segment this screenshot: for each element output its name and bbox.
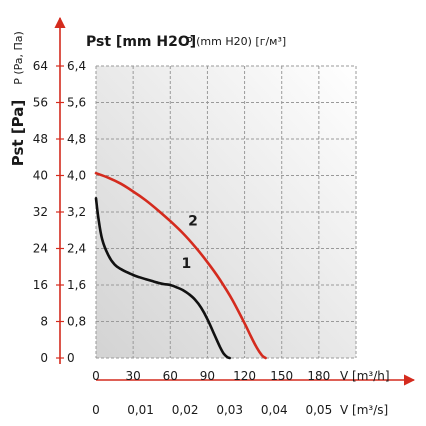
outer-y-tick-label: 8 xyxy=(40,315,48,329)
x-primary-tick-label: 30 xyxy=(126,369,141,383)
inner-y-tick-label: 6,4 xyxy=(67,59,86,73)
series-1-line xyxy=(94,197,231,360)
inner-y-tick-label: 0 xyxy=(67,351,75,365)
series-group: 12 xyxy=(94,171,267,360)
outer-y-axis-label: Pst [Pa] xyxy=(9,100,27,166)
x-secondary-tick-label: 0,02 xyxy=(172,403,199,417)
inner-y-tick-label: 1,6 xyxy=(67,278,86,292)
outer-y-tick-label: 64 xyxy=(33,59,48,73)
inner-y-tick-label: 2,4 xyxy=(67,242,86,256)
series-2-label: 2 xyxy=(188,214,198,230)
outer-y-tick-label: 0 xyxy=(40,351,48,365)
series-1-label: 1 xyxy=(181,256,191,272)
x-secondary-tick-label: 0,03 xyxy=(216,403,243,417)
outer-y-tick-label: 48 xyxy=(33,132,48,146)
series-2-line xyxy=(94,171,267,360)
inner-y-axis-label: Pst [mm H2O] xyxy=(86,34,196,50)
x-secondary-ticks: 0 0,01 0,02 0,03 0,04 0,05 xyxy=(92,403,332,417)
x-primary-tick-label: 0 xyxy=(92,369,100,383)
x-secondary-tick-label: 0,04 xyxy=(261,403,288,417)
outer-y-ticks: 0 8 16 24 32 40 48 56 64 xyxy=(33,59,64,365)
x-secondary-tick-label: 0 xyxy=(92,403,100,417)
inner-y-ticks: 0 0,8 1,6 2,4 3,2 4,0 4,8 5,6 6,4 xyxy=(67,59,86,365)
grid xyxy=(95,65,357,359)
inner-y-tick-label: 0,8 xyxy=(67,315,86,329)
outer-y-tick-label: 16 xyxy=(33,278,48,292)
x-secondary-axis-label: V [m³/s] xyxy=(340,403,388,417)
x-primary-ticks: 0 30 60 90 120 150 180 xyxy=(92,369,330,383)
outer-y-tick-label: 32 xyxy=(33,205,48,219)
x-secondary-tick-label: 0,01 xyxy=(127,403,154,417)
outer-y-tick-label: 40 xyxy=(33,169,48,183)
outer-y-tick-label: 24 xyxy=(33,242,48,256)
top-secondary-axis-label: P (mm H20) [г/м³] xyxy=(186,35,286,48)
x-primary-tick-label: 120 xyxy=(233,369,256,383)
outer-y-tick-label: 56 xyxy=(33,96,48,110)
x-primary-tick-label: 60 xyxy=(163,369,178,383)
inner-y-tick-label: 3,2 xyxy=(67,205,86,219)
x-primary-axis-label: V [m³/h] xyxy=(340,369,390,383)
x-primary-tick-label: 180 xyxy=(307,369,330,383)
x-secondary-tick-label: 0,05 xyxy=(305,403,332,417)
x-primary-tick-label: 90 xyxy=(200,369,215,383)
inner-y-tick-label: 5,6 xyxy=(67,96,86,110)
inner-y-tick-label: 4,8 xyxy=(67,132,86,146)
x-primary-tick-label: 150 xyxy=(270,369,293,383)
side-secondary-axis-label: P (Pa, Па) xyxy=(12,31,25,85)
inner-y-tick-label: 4,0 xyxy=(67,169,86,183)
